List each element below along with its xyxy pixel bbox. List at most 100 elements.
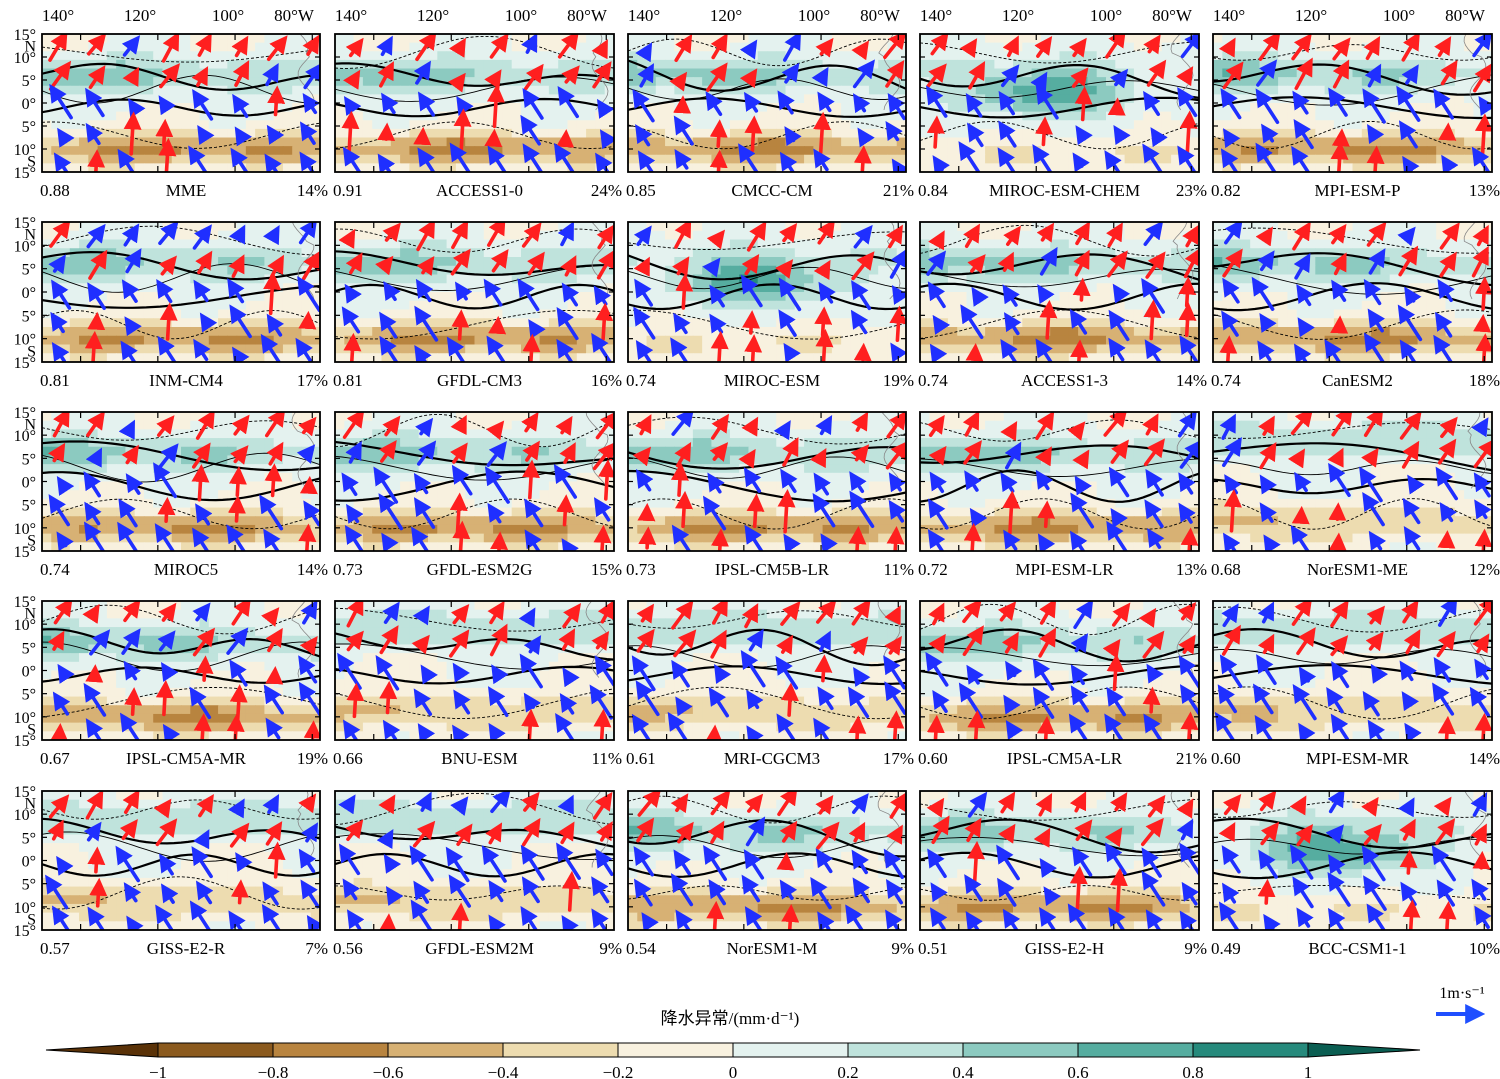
precip-cell [702, 239, 712, 249]
precip-cell [1124, 344, 1135, 354]
precip-cell [1417, 128, 1428, 139]
precip-cell [558, 103, 569, 113]
precip-cell [896, 146, 906, 156]
wind-vector-red [1473, 63, 1492, 93]
precip-cell [1161, 146, 1172, 156]
precip-cell [994, 344, 1005, 354]
precip-cell [428, 335, 438, 346]
wind-vector-red [779, 223, 798, 243]
precip-cell [372, 146, 383, 156]
precip-cell [1124, 230, 1135, 241]
wind-vector-blue [1113, 125, 1131, 146]
precip-cell [947, 309, 958, 319]
precip-cell [720, 128, 731, 139]
precip-cell [683, 353, 694, 362]
precip-cell [1171, 230, 1181, 241]
precip-cell [282, 309, 293, 319]
precip-cell [1408, 111, 1419, 121]
precip-cell [748, 85, 759, 95]
variance-percent: 21% [883, 181, 914, 200]
precip-cell [153, 154, 164, 164]
precip-cell [511, 103, 522, 113]
precip-cell [1250, 34, 1261, 44]
precip-cell [511, 283, 522, 293]
precip-cell [1454, 163, 1465, 172]
precip-cell [1031, 103, 1042, 113]
precip-cell [116, 77, 126, 87]
precip-cell [465, 85, 476, 95]
precip-cell [813, 34, 824, 44]
precip-cell [465, 344, 476, 354]
precip-cell [720, 77, 731, 87]
precip-cell [1161, 77, 1172, 87]
precip-cell [1454, 68, 1465, 78]
precip-cell [1399, 111, 1409, 121]
precip-cell [134, 68, 145, 78]
precip-cell [1189, 68, 1199, 78]
precip-cell [301, 335, 312, 346]
precip-cell [655, 120, 666, 130]
precip-cell [595, 59, 606, 70]
precip-cell [938, 274, 949, 284]
precip-cell [985, 239, 995, 249]
precip-cell [683, 59, 694, 70]
precip-cell [106, 34, 117, 44]
precip-cell [51, 146, 62, 156]
precip-cell [292, 230, 303, 241]
precip-cell [1068, 111, 1079, 121]
precip-cell [282, 230, 293, 241]
precip-cell [938, 137, 949, 147]
wind-vector-red [343, 332, 362, 362]
precip-cell [255, 85, 265, 95]
precip-cell [143, 146, 154, 156]
wind-vector-red [375, 255, 394, 276]
precip-cell [282, 59, 293, 70]
precip-cell [143, 137, 154, 147]
precip-cell [1189, 51, 1199, 61]
precip-cell [446, 51, 457, 61]
precip-cell [134, 230, 145, 241]
precip-cell [69, 59, 80, 70]
precip-cell [409, 257, 420, 267]
precip-cell [804, 239, 814, 249]
wind-vector-red [343, 69, 361, 90]
precip-cell [181, 68, 191, 78]
precip-cell [116, 265, 126, 276]
precip-cell [353, 137, 364, 147]
precip-cell [353, 85, 364, 95]
precip-cell [381, 85, 392, 95]
precip-cell [757, 103, 768, 113]
precip-cell [702, 257, 712, 267]
precip-cell [521, 222, 531, 232]
precip-cell [1464, 163, 1474, 172]
wind-vector-blue [1109, 68, 1129, 89]
precip-cell [153, 111, 164, 121]
precip-cell [576, 230, 587, 241]
precip-cell [190, 248, 201, 258]
precip-cell [720, 300, 731, 311]
precip-cell [920, 154, 930, 164]
precip-cell [841, 68, 851, 78]
precip-cell [1171, 292, 1181, 302]
precip-cell [143, 344, 154, 354]
precip-cell [868, 154, 879, 164]
precip-cell [1240, 146, 1251, 156]
wind-vector-red [1003, 225, 1021, 246]
precip-cell [255, 300, 265, 311]
precip-cell [42, 248, 52, 258]
precip-cell [1352, 77, 1363, 87]
precip-cell [292, 42, 303, 52]
precip-cell [711, 51, 722, 61]
precip-cell [400, 77, 410, 87]
model-name: MME [166, 181, 207, 200]
precip-cell [558, 327, 569, 337]
correlation-label: 0.82 [1211, 181, 1241, 200]
precip-cell [236, 120, 247, 130]
precip-cell [567, 137, 578, 147]
precip-cell [400, 300, 410, 311]
precip-cell [208, 309, 219, 319]
precip-cell [628, 309, 638, 319]
precip-cell [646, 85, 657, 95]
precip-cell [887, 335, 898, 346]
precip-cell [372, 222, 383, 232]
